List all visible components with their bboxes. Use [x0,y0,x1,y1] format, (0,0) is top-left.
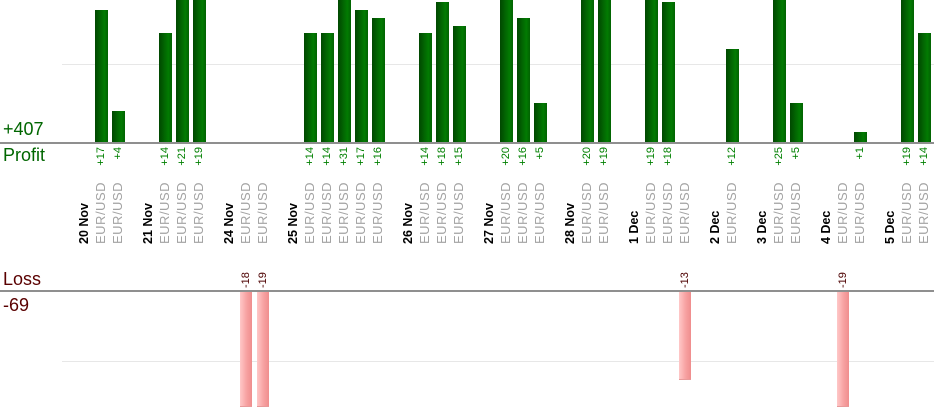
loss-pane [0,292,934,420]
profit-bar-20-nov-1 [94,10,108,142]
profit-axis-label: Profit [3,145,46,165]
profit-bar-21-nov-2 [175,0,189,142]
symbol-label-26-nov-3: EUR/USD [451,181,466,244]
loss-value-label-1-dec-3: -13 [679,272,691,288]
symbol-label-1-dec-1: EUR/USD [643,181,658,244]
profit-bar-1-dec-2 [661,2,675,142]
loss-total: -69 [3,295,30,315]
profit-bar-26-nov-3 [452,26,466,142]
symbol-label-25-nov-3: EUR/USD [336,181,351,244]
profit-bar-25-nov-3 [337,0,351,142]
profit-bar-25-nov-5 [371,18,385,142]
profit-bar-26-nov-2 [435,2,449,142]
date-label-2-dec: 2 Dec [708,210,722,244]
profit-pane [0,0,934,142]
symbol-label-25-nov-5: EUR/USD [370,181,385,244]
symbol-label-5-dec-2: EUR/USD [916,181,931,244]
profit-bar-3-dec-1 [772,0,786,142]
profit-bar-25-nov-1 [303,33,317,142]
symbol-label-20-nov-1: EUR/USD [93,181,108,244]
profit-bar-26-nov-1 [418,33,432,142]
loss-value-label-24-nov-1: -18 [240,272,252,288]
loss-axis-line [0,290,934,292]
loss-value-label-24-nov-2: -19 [257,272,269,288]
date-label-26-nov: 26 Nov [401,203,415,244]
symbol-label-21-nov-1: EUR/USD [157,181,172,244]
profit-bar-27-nov-1 [499,0,513,142]
symbol-label-26-nov-2: EUR/USD [434,181,449,244]
symbol-label-27-nov-3: EUR/USD [532,181,547,244]
symbol-label-2-dec-1: EUR/USD [724,181,739,244]
profit-total: +407 [3,119,44,139]
symbol-label-25-nov-2: EUR/USD [319,181,334,244]
symbol-label-27-nov-2: EUR/USD [515,181,530,244]
symbol-label-4-dec-1: EUR/USD [835,181,850,244]
profit-bar-27-nov-2 [516,18,530,142]
symbol-label-3-dec-1: EUR/USD [771,181,786,244]
profit-bar-21-nov-3 [192,0,206,142]
date-label-28-nov: 28 Nov [563,203,577,244]
symbol-label-21-nov-3: EUR/USD [191,181,206,244]
profit-bar-28-nov-1 [580,0,594,142]
symbol-label-1-dec-3: EUR/USD [677,181,692,244]
profit-bar-3-dec-2 [789,103,803,142]
loss-bar-1-dec-3 [679,292,691,380]
symbol-label-24-nov-1: EUR/USD [238,181,253,244]
symbol-label-28-nov-2: EUR/USD [596,181,611,244]
symbol-label-25-nov-4: EUR/USD [353,181,368,244]
loss-bar-4-dec-1 [837,292,849,407]
profit-bar-27-nov-3 [533,103,547,142]
date-label-4-dec: 4 Dec [819,210,833,244]
profit-bar-28-nov-2 [597,0,611,142]
symbol-label-5-dec-1: EUR/USD [899,181,914,244]
loss-axis-label: Loss [3,269,42,289]
date-label-20-nov: 20 Nov [77,203,91,244]
profit-bar-20-nov-2 [111,111,125,142]
symbol-label-25-nov-1: EUR/USD [302,181,317,244]
symbol-label-1-dec-2: EUR/USD [660,181,675,244]
profit-bar-1-dec-1 [644,0,658,142]
date-label-27-nov: 27 Nov [482,203,496,244]
loss-bar-24-nov-1 [240,292,252,407]
symbol-label-20-nov-2: EUR/USD [110,181,125,244]
profit-bar-4-dec-2 [853,132,867,142]
date-label-5-dec: 5 Dec [883,210,897,244]
symbol-label-26-nov-1: EUR/USD [417,181,432,244]
loss-gridline [62,361,934,362]
profit-bar-5-dec-1 [900,0,914,142]
date-label-21-nov: 21 Nov [141,203,155,244]
profit-gridline [62,64,934,65]
symbol-label-21-nov-2: EUR/USD [174,181,189,244]
profit-bar-25-nov-2 [320,33,334,142]
symbol-label-3-dec-2: EUR/USD [788,181,803,244]
profit-bar-25-nov-4 [354,10,368,142]
date-label-3-dec: 3 Dec [755,210,769,244]
loss-bar-24-nov-2 [257,292,269,407]
profit-bar-2-dec-1 [725,49,739,142]
symbol-label-27-nov-1: EUR/USD [498,181,513,244]
date-label-25-nov: 25 Nov [286,203,300,244]
profit-bar-5-dec-2 [917,33,931,142]
symbol-label-24-nov-2: EUR/USD [255,181,270,244]
profit-axis-line [0,142,934,144]
symbol-label-4-dec-2: EUR/USD [852,181,867,244]
date-label-1-dec: 1 Dec [627,210,641,244]
profit-bar-21-nov-1 [158,33,172,142]
symbol-label-28-nov-1: EUR/USD [579,181,594,244]
loss-value-label-4-dec-1: -19 [837,272,849,288]
date-label-24-nov: 24 Nov [222,203,236,244]
